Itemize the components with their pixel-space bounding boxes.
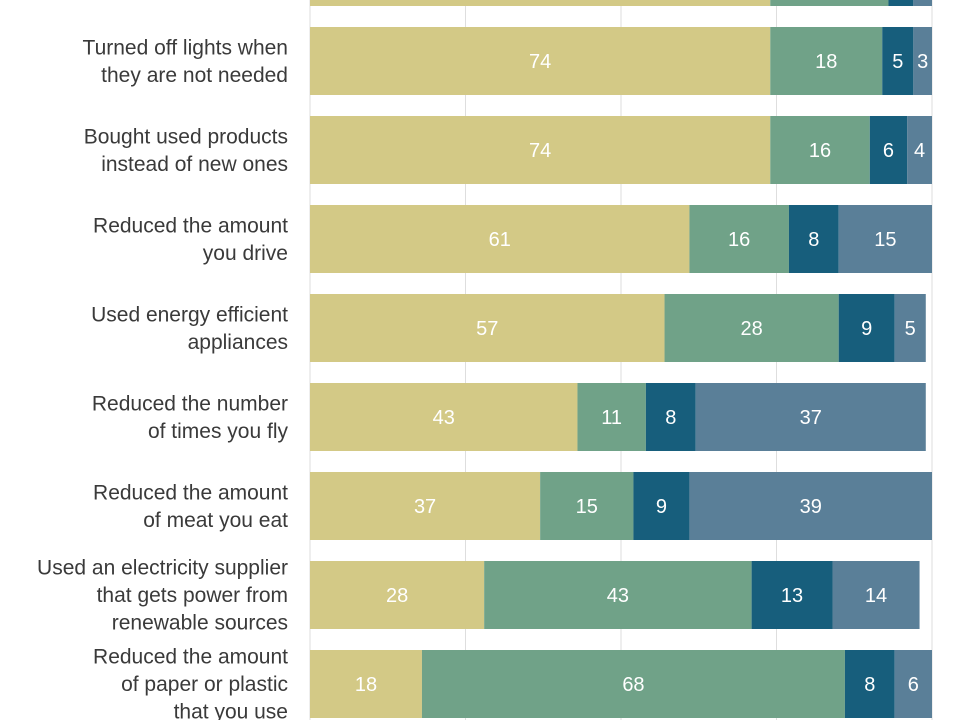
value-label: 37 <box>800 407 822 429</box>
value-label: 13 <box>781 585 803 607</box>
bar-segment-partial <box>888 0 914 6</box>
bar-segment <box>689 205 789 273</box>
value-label: 28 <box>386 585 408 607</box>
category-label: instead of new ones <box>101 153 288 176</box>
bar-segment <box>844 650 895 718</box>
value-label: 6 <box>908 674 919 696</box>
bar-segment <box>421 650 845 718</box>
bar-segment <box>894 650 932 718</box>
value-label: 37 <box>414 496 436 518</box>
value-label: 9 <box>656 496 667 518</box>
value-label: 74 <box>529 140 551 162</box>
bar-segment <box>770 27 883 95</box>
value-label: 57 <box>476 318 498 340</box>
value-label: 14 <box>865 585 887 607</box>
value-label: 5 <box>892 51 903 73</box>
value-label: 16 <box>728 229 750 251</box>
bar-segment-partial <box>913 0 932 6</box>
value-label: 43 <box>433 407 455 429</box>
value-label: 74 <box>529 51 551 73</box>
value-label: 43 <box>607 585 629 607</box>
bar-segment <box>310 116 771 184</box>
bar-segment <box>869 116 908 184</box>
value-label: 28 <box>740 318 762 340</box>
category-label: appliances <box>188 331 288 354</box>
bar-segment <box>751 561 833 629</box>
category-label: that you use <box>174 701 288 720</box>
category-label: Reduced the amount <box>93 646 288 669</box>
category-label: Turned off lights when <box>83 36 288 59</box>
value-label: 8 <box>808 229 819 251</box>
bar-segment <box>633 472 690 540</box>
value-label: 15 <box>576 496 598 518</box>
bar-segment <box>689 472 932 540</box>
value-label: 5 <box>905 318 916 340</box>
value-label: 8 <box>864 674 875 696</box>
value-label: 9 <box>861 318 872 340</box>
category-label: renewable sources <box>112 612 288 635</box>
bar-segment <box>645 383 696 451</box>
value-label: 4 <box>914 140 925 162</box>
category-label: Bought used products <box>84 125 288 148</box>
value-label: 15 <box>874 229 896 251</box>
bar-segment <box>664 294 839 362</box>
category-label: that gets power from <box>97 584 288 607</box>
category-label: of meat you eat <box>143 509 288 532</box>
category-label: of paper or plastic <box>121 673 288 696</box>
bar-segment <box>310 205 690 273</box>
bar-segment <box>894 294 926 362</box>
value-label: 16 <box>809 140 831 162</box>
category-label: you drive <box>203 242 288 265</box>
bar-segment <box>770 116 870 184</box>
value-label: 3 <box>917 51 928 73</box>
bar-segment <box>310 383 578 451</box>
category-label: they are not needed <box>101 64 288 87</box>
bar-segment <box>484 561 752 629</box>
bar-segment <box>310 561 485 629</box>
category-label: Reduced the amount <box>93 481 288 504</box>
bar-segment <box>838 205 932 273</box>
bar-segment <box>310 650 422 718</box>
bar-segment-partial <box>770 0 889 6</box>
category-label: Used an electricity supplier <box>37 557 288 580</box>
bar-segment <box>907 116 932 184</box>
bar-segment <box>577 383 646 451</box>
category-label: Reduced the amount <box>93 214 288 237</box>
bar-segment <box>788 205 839 273</box>
bar-segment <box>838 294 895 362</box>
category-label: Used energy efficient <box>91 303 288 326</box>
value-label: 8 <box>665 407 676 429</box>
bar-segment <box>832 561 920 629</box>
value-label: 18 <box>815 51 837 73</box>
category-labels: Turned off lights when they are not neede… <box>37 36 288 720</box>
category-label: Reduced the number <box>92 392 288 415</box>
value-label: 68 <box>622 674 644 696</box>
value-label: 39 <box>800 496 822 518</box>
bar-segment <box>540 472 634 540</box>
bar-segment <box>695 383 926 451</box>
value-label: 11 <box>601 407 622 429</box>
bar-segment <box>310 27 771 95</box>
bar-segment-partial <box>310 0 771 6</box>
bar-segment <box>913 27 932 95</box>
value-label: 6 <box>883 140 894 162</box>
bar-segment <box>310 294 665 362</box>
bar-segment <box>310 472 541 540</box>
value-label: 61 <box>489 229 511 251</box>
value-label: 18 <box>355 674 377 696</box>
bar-segment <box>882 27 914 95</box>
category-label: of times you fly <box>148 420 289 443</box>
